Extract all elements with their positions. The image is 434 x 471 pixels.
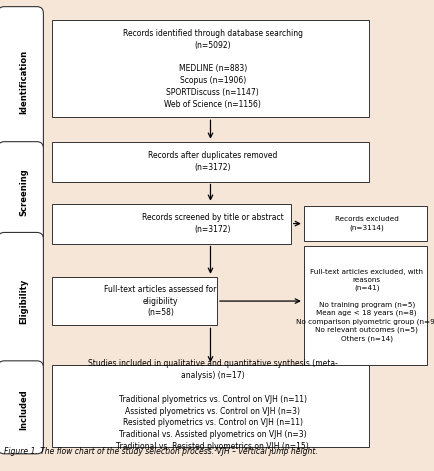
FancyBboxPatch shape	[52, 203, 291, 244]
Text: Included: Included	[20, 389, 28, 430]
Text: Records screened by title or abstract
(n=3172): Records screened by title or abstract (n…	[142, 213, 283, 234]
FancyBboxPatch shape	[0, 142, 43, 250]
FancyBboxPatch shape	[304, 206, 427, 241]
Text: Full-text articles excluded, with
reasons
(n=41)

No training program (n=5)
Mean: Full-text articles excluded, with reason…	[296, 269, 434, 342]
Text: Eligibility: Eligibility	[20, 278, 28, 324]
Text: Records identified through database searching
(n=5092)

MEDLINE (n=883)
Scopus (: Records identified through database sear…	[123, 29, 302, 108]
Text: Records after duplicates removed
(n=3172): Records after duplicates removed (n=3172…	[148, 151, 277, 172]
FancyBboxPatch shape	[0, 233, 43, 372]
Text: Studies included in qualitative and quantitative synthesis (meta-
analysis) (n=1: Studies included in qualitative and quan…	[88, 359, 338, 451]
Text: Figure 1. The flow chart of the study selection process. VJH – vertical jump hei: Figure 1. The flow chart of the study se…	[4, 447, 318, 456]
FancyBboxPatch shape	[52, 365, 369, 447]
FancyBboxPatch shape	[52, 142, 369, 181]
Text: Full-text articles assessed for
eligibility
(n=58): Full-text articles assessed for eligibil…	[105, 285, 217, 317]
FancyBboxPatch shape	[0, 361, 43, 454]
Text: Records excluded
(n=3114): Records excluded (n=3114)	[335, 216, 399, 231]
FancyBboxPatch shape	[52, 20, 369, 117]
Text: Identification: Identification	[20, 50, 28, 114]
FancyBboxPatch shape	[0, 7, 43, 157]
Text: Screening: Screening	[20, 169, 28, 217]
FancyBboxPatch shape	[52, 277, 217, 325]
FancyBboxPatch shape	[304, 246, 427, 365]
